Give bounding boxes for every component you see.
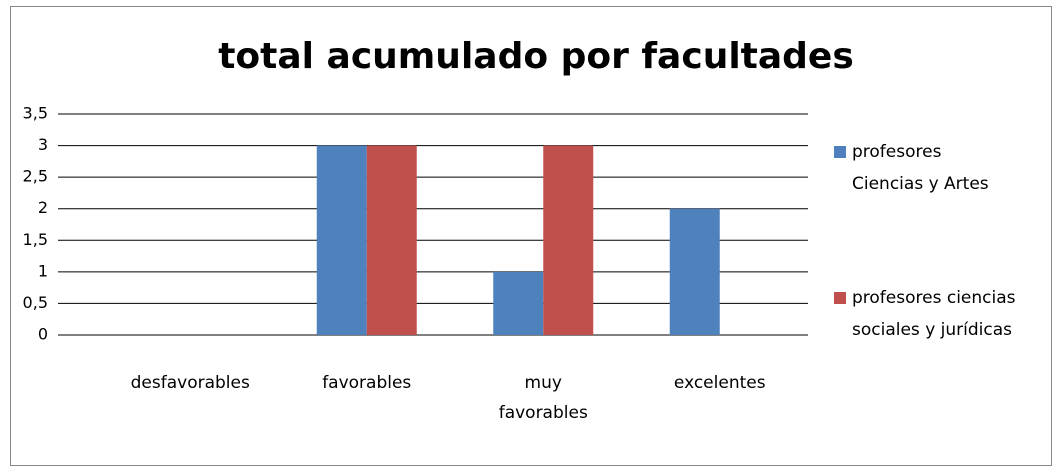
y-tick-label: 0	[38, 325, 48, 344]
y-tick-label: 1,5	[23, 230, 48, 249]
y-tick-label: 0,5	[23, 293, 48, 312]
x-tick-label: desfavorables	[102, 368, 279, 398]
bar	[316, 145, 367, 335]
x-tick-text: excelentes	[673, 373, 766, 393]
chart-border	[10, 6, 1052, 466]
y-tick-label: 1	[38, 261, 48, 280]
bar	[493, 271, 544, 335]
legend-swatch	[834, 146, 846, 158]
y-tick-label: 3,5	[23, 104, 48, 123]
y-tick-label: 2	[38, 198, 48, 217]
legend-swatch	[834, 292, 846, 304]
legend-label: profesores ciencias sociales y jurídicas	[852, 288, 1016, 340]
y-tick-label: 3	[38, 135, 48, 154]
bar	[543, 145, 594, 335]
y-tick-label: 2,5	[23, 167, 48, 186]
x-tick-text: muy favorables	[498, 373, 588, 423]
bar	[366, 145, 417, 335]
x-tick-label: muy favorables	[455, 368, 632, 428]
x-tick-text: favorables	[322, 373, 412, 393]
x-tick-label: favorables	[279, 368, 456, 398]
bar	[669, 208, 720, 335]
chart-title: total acumulado por facultades	[218, 36, 854, 77]
legend-label: profesores Ciencias y Artes	[852, 142, 989, 194]
x-tick-text: desfavorables	[130, 373, 250, 393]
x-tick-label: excelentes	[632, 368, 809, 398]
